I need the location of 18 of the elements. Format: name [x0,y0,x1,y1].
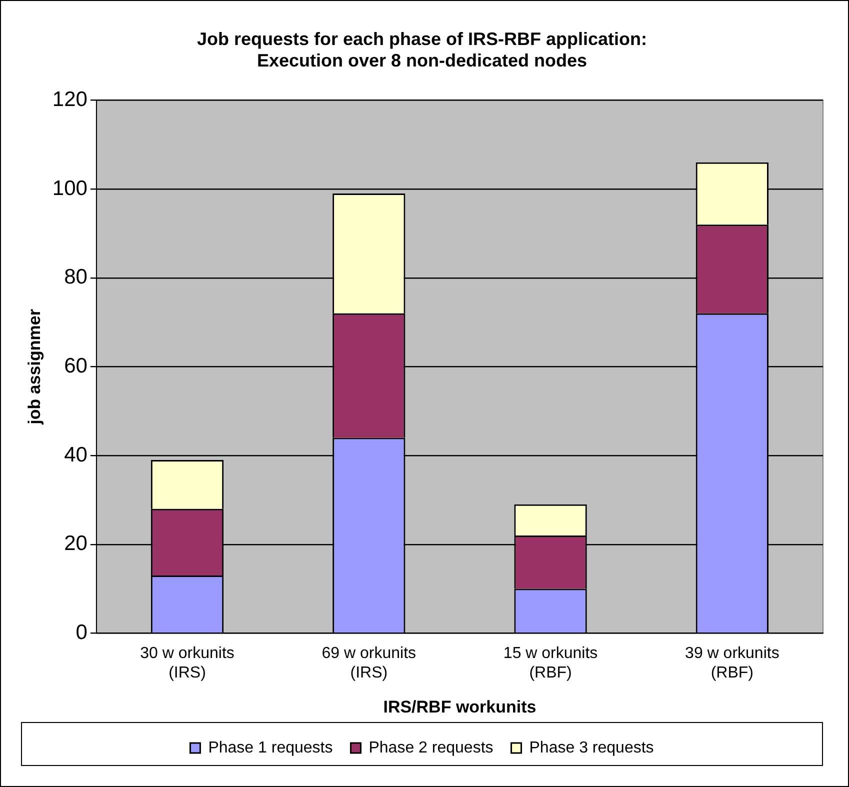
x-tick-label: 30 w orkunits (IRS) [140,645,234,682]
x-tick-label: 39 w orkunits (RBF) [685,645,780,682]
y-tick-label: 100 [52,176,88,200]
legend-label: Phase 1 requests [208,739,333,756]
x-axis-title: IRS/RBF workunits [383,697,536,716]
y-tick-label: 80 [64,266,88,289]
text: Execution over 8 non-dedicated nodes [256,50,588,70]
y-tick-label: 0 [76,620,88,644]
legend-label: Phase 2 requests [368,739,494,756]
y-axis-title: job assignmer [24,308,44,426]
x-tick-label: 15 w orkunits (RBF) [503,645,598,682]
y-tick-label: 120 [52,88,88,111]
y-tick-label: 20 [64,532,88,556]
y-tick-label: 40 [64,443,88,466]
y-tick-label: 60 [64,354,88,378]
text: Job requests for each phase of IRS-RBF application: [196,28,648,49]
legend-label: Phase 3 requests [529,739,654,756]
x-tick-label: 69 w orkunits (IRS) [322,645,416,682]
